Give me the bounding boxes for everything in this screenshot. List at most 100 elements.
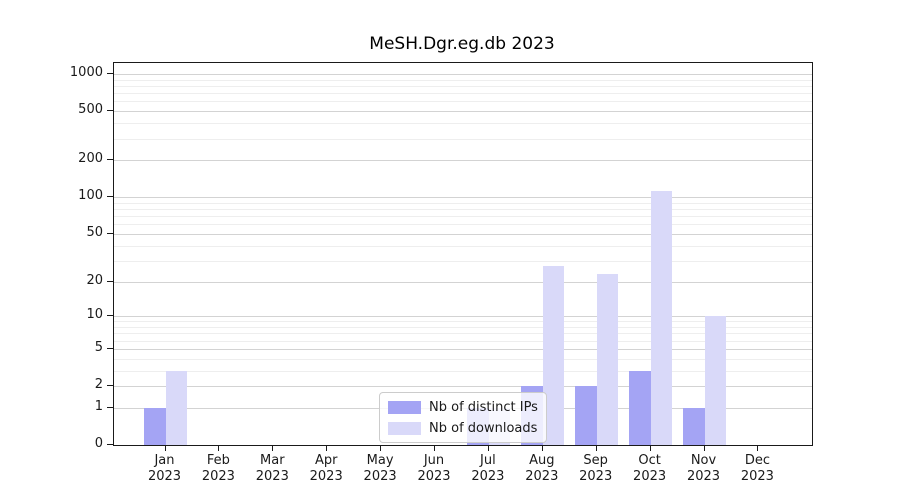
plot-area [113, 62, 813, 446]
major-gridline [114, 281, 812, 283]
major-gridline [114, 73, 812, 75]
x-tick-label: Oct 2023 [622, 453, 678, 485]
y-tick-label: 50 [86, 224, 103, 240]
x-tick-label-line: 2023 [363, 469, 397, 484]
x-tick-label-line: Nov [690, 453, 717, 468]
x-tick [541, 445, 543, 451]
y-tick-label: 10 [86, 307, 103, 323]
x-tick-label-line: 2023 [740, 469, 774, 484]
x-tick-label-line: 2023 [686, 469, 721, 484]
major-gridline [114, 111, 812, 113]
minor-gridline [114, 340, 812, 342]
x-tick [272, 445, 274, 451]
legend-item-distinct-ips: Nb of distinct IPs [388, 398, 538, 416]
y-tick [107, 196, 113, 198]
x-tick-label: Jan 2023 [137, 453, 193, 485]
x-tick-label-line: Oct [638, 453, 661, 468]
y-tick [107, 159, 113, 161]
y-tick [107, 232, 113, 234]
x-tick-label-line: Apr [314, 453, 338, 468]
minor-gridline [114, 321, 812, 323]
minor-gridline [114, 245, 812, 247]
bar-distinct-ips [144, 407, 166, 445]
bar-downloads [704, 316, 726, 445]
x-tick [649, 445, 651, 451]
y-tick-label: 100 [78, 188, 103, 204]
x-tick-label-line: Dec [744, 453, 770, 468]
y-tick [107, 385, 113, 386]
legend-swatch-downloads-icon [388, 421, 421, 435]
x-tick [434, 445, 435, 451]
minor-gridline [114, 327, 812, 328]
minor-gridline [114, 93, 812, 95]
minor-gridline [114, 101, 812, 103]
minor-gridline [114, 209, 812, 211]
y-tick [107, 444, 113, 445]
x-tick-label: Apr 2023 [298, 453, 354, 485]
x-tick-label: May 2023 [352, 453, 408, 485]
y-tick-label: 20 [86, 272, 103, 288]
bar-downloads [650, 190, 673, 445]
x-tick-label-line: 2023 [201, 469, 235, 484]
x-tick [703, 445, 705, 451]
legend-item-downloads: Nb of downloads [388, 419, 538, 437]
x-tick-label-line: 2023 [309, 469, 343, 484]
major-gridline [114, 160, 812, 162]
x-tick-label: Jul 2023 [460, 453, 516, 485]
y-tick [107, 110, 113, 112]
y-tick-label: 1000 [69, 64, 103, 80]
bar-distinct-ips [683, 407, 705, 445]
bar-distinct-ips [629, 370, 651, 445]
x-tick-label: Nov 2023 [676, 453, 732, 485]
x-tick-label-line: 2023 [417, 469, 451, 484]
x-tick-label: Jun 2023 [406, 453, 462, 485]
y-tick [107, 72, 113, 74]
minor-gridline [114, 358, 812, 360]
y-tick-label: 200 [78, 151, 103, 167]
y-tick-label: 2 [94, 377, 103, 392]
y-tick [107, 347, 113, 349]
x-tick [757, 445, 759, 451]
x-tick [326, 445, 328, 451]
y-tick [107, 280, 113, 282]
major-gridline [114, 197, 812, 199]
minor-gridline [114, 202, 812, 204]
x-tick-label-line: Jun [423, 453, 445, 468]
bar-distinct-ips [575, 386, 597, 445]
x-tick-label-line: Jan [154, 453, 175, 468]
x-tick [595, 445, 597, 451]
x-tick-label-line: 2023 [633, 469, 667, 484]
x-tick-label-line: 2023 [255, 469, 289, 484]
x-tick-label-line: May [366, 453, 394, 468]
x-tick-label: Aug 2023 [514, 453, 570, 485]
y-tick-label: 5 [94, 339, 103, 355]
x-tick-label-line: Jul [480, 453, 496, 468]
major-gridline [114, 386, 812, 387]
x-tick-label-line: 2023 [147, 469, 182, 484]
major-gridline [114, 233, 812, 235]
major-gridline [114, 348, 812, 350]
x-tick [380, 445, 382, 451]
x-tick-label: Mar 2023 [244, 453, 300, 485]
x-tick-label-line: Mar [260, 453, 285, 468]
legend-label-downloads: Nb of downloads [429, 420, 538, 436]
minor-gridline [114, 260, 812, 262]
x-tick-label: Feb 2023 [190, 453, 246, 485]
x-tick-label-line: Aug [529, 453, 555, 468]
minor-gridline [114, 224, 812, 226]
legend-swatch-distinct-ips-icon [388, 400, 421, 414]
minor-gridline [114, 333, 812, 335]
minor-gridline [114, 79, 812, 81]
y-tick-label: 500 [78, 102, 103, 118]
minor-gridline [114, 370, 812, 372]
x-tick [487, 445, 489, 451]
major-gridline [114, 316, 812, 318]
x-tick-label: Dec 2023 [729, 453, 785, 485]
minor-gridline [114, 138, 812, 140]
x-tick-label-line: Sep [583, 453, 608, 468]
legend-label-distinct-ips: Nb of distinct IPs [429, 399, 538, 415]
y-tick [107, 315, 113, 317]
y-tick [107, 406, 113, 408]
x-tick [164, 445, 166, 451]
